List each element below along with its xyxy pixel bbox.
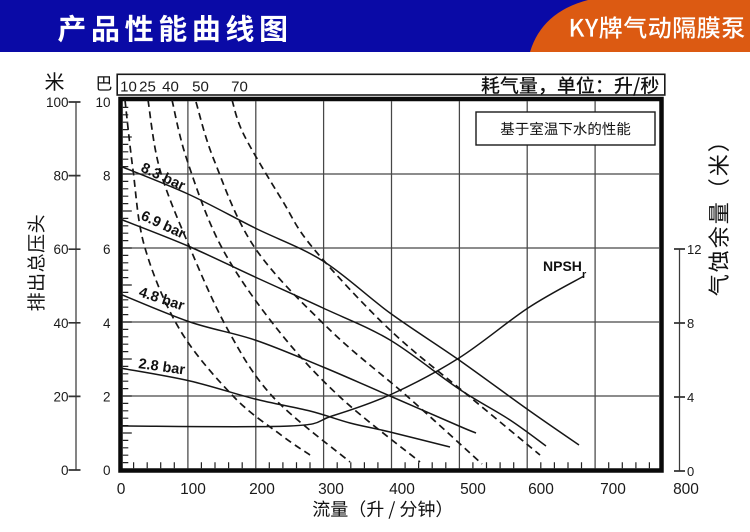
svg-text:10: 10 <box>120 79 137 96</box>
svg-text:50: 50 <box>192 79 209 96</box>
svg-text:0: 0 <box>687 464 694 479</box>
svg-text:NPSH: NPSH <box>543 258 582 274</box>
svg-text:60: 60 <box>53 242 68 257</box>
svg-text:200: 200 <box>249 481 275 498</box>
svg-text:70: 70 <box>231 79 248 96</box>
svg-text:4: 4 <box>687 390 694 405</box>
svg-text:12: 12 <box>687 242 701 257</box>
svg-text:4: 4 <box>103 316 111 331</box>
svg-text:100: 100 <box>46 95 69 110</box>
svg-text:800: 800 <box>673 481 699 498</box>
svg-text:10: 10 <box>95 95 110 110</box>
svg-text:700: 700 <box>600 481 626 498</box>
svg-text:8: 8 <box>103 169 111 184</box>
svg-text:400: 400 <box>389 481 415 498</box>
svg-text:300: 300 <box>318 481 344 498</box>
svg-text:2.8 bar: 2.8 bar <box>137 356 186 378</box>
svg-text:2: 2 <box>103 389 111 404</box>
svg-text:0: 0 <box>61 463 69 478</box>
svg-text:80: 80 <box>53 169 68 184</box>
svg-text:0: 0 <box>117 481 126 498</box>
svg-text:r: r <box>582 269 587 281</box>
svg-text:0: 0 <box>103 463 111 478</box>
svg-text:600: 600 <box>528 481 554 498</box>
svg-text:8: 8 <box>687 316 694 331</box>
svg-text:40: 40 <box>53 316 68 331</box>
svg-text:25: 25 <box>139 79 156 96</box>
svg-text:100: 100 <box>180 481 206 498</box>
svg-text:500: 500 <box>460 481 486 498</box>
svg-text:6: 6 <box>103 242 111 257</box>
svg-text:20: 20 <box>53 389 68 404</box>
svg-text:40: 40 <box>162 79 179 96</box>
